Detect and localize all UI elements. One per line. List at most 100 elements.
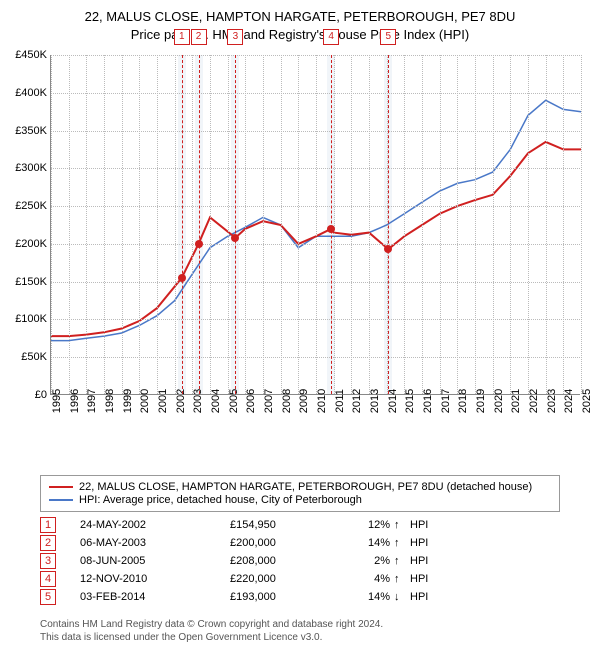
- x-axis-label: 2004: [210, 389, 222, 413]
- arrow-up-icon: ↑: [394, 573, 410, 585]
- x-axis-label: 2013: [369, 389, 381, 413]
- legend-box: 22, MALUS CLOSE, HAMPTON HARGATE, PETERB…: [40, 475, 560, 512]
- sales-row-rel: HPI: [410, 555, 428, 567]
- gridline-v: [546, 55, 547, 394]
- sales-row-pct: 14%: [340, 537, 394, 549]
- gridline-v: [528, 55, 529, 394]
- x-axis-label: 1995: [51, 389, 63, 413]
- sales-row-pct: 2%: [340, 555, 394, 567]
- y-axis-label: £300K: [3, 162, 47, 174]
- x-axis-label: 2010: [316, 389, 328, 413]
- sales-row-number: 1: [40, 517, 56, 533]
- sales-row-date: 12-NOV-2010: [80, 573, 230, 585]
- sales-row-price: £200,000: [230, 537, 340, 549]
- y-axis-label: £350K: [3, 125, 47, 137]
- sale-marker-number: 3: [227, 29, 243, 45]
- gridline-v: [175, 55, 176, 394]
- sales-row: 503-FEB-2014£193,00014%↓HPI: [40, 588, 428, 606]
- x-axis-label: 2002: [175, 389, 187, 413]
- y-axis-label: £150K: [3, 276, 47, 288]
- x-axis-label: 2015: [404, 389, 416, 413]
- gridline-v: [86, 55, 87, 394]
- arrow-up-icon: ↑: [394, 519, 410, 531]
- sales-row-number: 3: [40, 553, 56, 569]
- sales-row-rel: HPI: [410, 591, 428, 603]
- gridline-v: [210, 55, 211, 394]
- x-axis-label: 2001: [157, 389, 169, 413]
- sales-row: 124-MAY-2002£154,95012%↑HPI: [40, 516, 428, 534]
- sale-marker-number: 4: [323, 29, 339, 45]
- sales-row-number: 4: [40, 571, 56, 587]
- chart-container: 22, MALUS CLOSE, HAMPTON HARGATE, PETERB…: [0, 0, 600, 650]
- gridline-v: [334, 55, 335, 394]
- sale-point-icon: [178, 274, 186, 282]
- gridline-v: [139, 55, 140, 394]
- legend-swatch-icon: [49, 499, 73, 501]
- sales-row-date: 24-MAY-2002: [80, 519, 230, 531]
- gridline-v: [263, 55, 264, 394]
- sales-row-pct: 4%: [340, 573, 394, 585]
- x-axis-label: 2022: [528, 389, 540, 413]
- title-line-2: Price paid vs. HM Land Registry's House …: [0, 26, 600, 44]
- y-axis-label: £0: [3, 389, 47, 401]
- sales-row: 4 12-NOV-2010£220,0004%↑HPI: [40, 570, 428, 588]
- y-axis-label: £450K: [3, 49, 47, 61]
- arrow-up-icon: ↑: [394, 555, 410, 567]
- sales-row: 308-JUN-2005£208,0002%↑HPI: [40, 552, 428, 570]
- gridline-v: [475, 55, 476, 394]
- gridline-v: [404, 55, 405, 394]
- sales-row-pct: 14%: [340, 591, 394, 603]
- footer-line-2: This data is licensed under the Open Gov…: [40, 631, 383, 644]
- x-axis-label: 2012: [351, 389, 363, 413]
- sales-row-rel: HPI: [410, 537, 428, 549]
- y-axis-label: £50K: [3, 351, 47, 363]
- gridline-v: [69, 55, 70, 394]
- y-axis-label: £100K: [3, 313, 47, 325]
- sales-row-price: £220,000: [230, 573, 340, 585]
- x-axis-label: 2023: [546, 389, 558, 413]
- gridline-v: [563, 55, 564, 394]
- gridline-v: [351, 55, 352, 394]
- gridline-v: [281, 55, 282, 394]
- chart-title: 22, MALUS CLOSE, HAMPTON HARGATE, PETERB…: [0, 0, 600, 44]
- legend-swatch-icon: [49, 486, 73, 488]
- footer-attribution: Contains HM Land Registry data © Crown c…: [40, 618, 383, 644]
- x-axis-label: 2016: [422, 389, 434, 413]
- sale-point-icon: [195, 240, 203, 248]
- gridline-v: [457, 55, 458, 394]
- sale-dashed-line: [235, 55, 236, 394]
- x-axis-label: 2021: [510, 389, 522, 413]
- x-axis-label: 2025: [581, 389, 593, 413]
- gridline-v: [316, 55, 317, 394]
- gridline-v: [298, 55, 299, 394]
- x-axis-label: 1999: [122, 389, 134, 413]
- legend-label: 22, MALUS CLOSE, HAMPTON HARGATE, PETERB…: [79, 481, 532, 493]
- x-axis-label: 1998: [104, 389, 116, 413]
- x-axis-label: 2007: [263, 389, 275, 413]
- sale-marker-number: 5: [380, 29, 396, 45]
- x-axis-label: 2020: [493, 389, 505, 413]
- x-axis-label: 1996: [69, 389, 81, 413]
- gridline-v: [422, 55, 423, 394]
- gridline-v: [228, 55, 229, 394]
- x-axis-label: 2006: [245, 389, 257, 413]
- sales-table: 124-MAY-2002£154,95012%↑HPI206-MAY-2003£…: [40, 516, 428, 606]
- y-axis-label: £400K: [3, 87, 47, 99]
- sales-row-number: 2: [40, 535, 56, 551]
- sale-dashed-line: [182, 55, 183, 394]
- sale-marker-number: 1: [174, 29, 190, 45]
- gridline-v: [122, 55, 123, 394]
- title-line-1: 22, MALUS CLOSE, HAMPTON HARGATE, PETERB…: [0, 8, 600, 26]
- x-axis-label: 2017: [440, 389, 452, 413]
- gridline-v: [192, 55, 193, 394]
- arrow-up-icon: ↑: [394, 537, 410, 549]
- gridline-v: [493, 55, 494, 394]
- x-axis-label: 2011: [334, 389, 346, 413]
- sale-point-icon: [231, 234, 239, 242]
- x-axis-label: 2009: [298, 389, 310, 413]
- sales-row-rel: HPI: [410, 573, 428, 585]
- gridline-v: [510, 55, 511, 394]
- arrow-down-icon: ↓: [394, 591, 410, 603]
- sales-row-number: 5: [40, 589, 56, 605]
- x-axis-label: 2024: [563, 389, 575, 413]
